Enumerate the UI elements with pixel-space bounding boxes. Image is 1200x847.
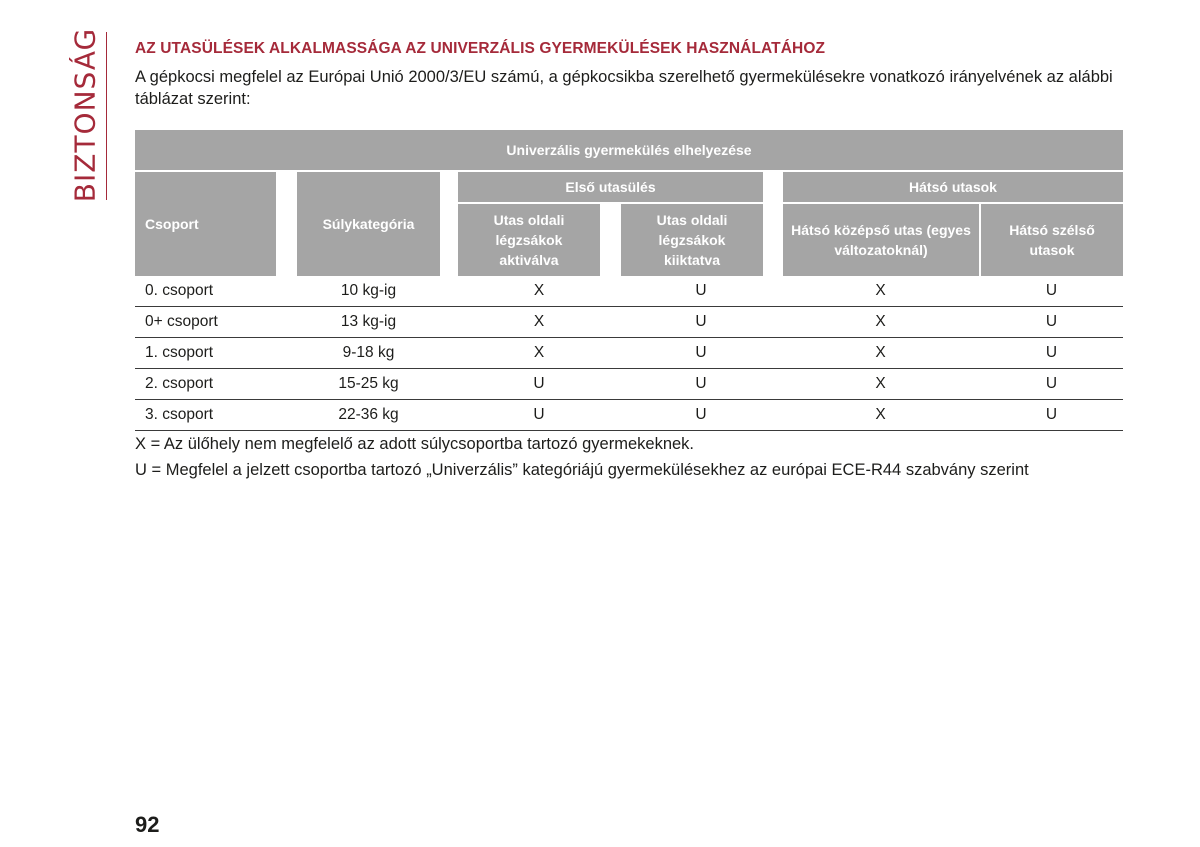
cell-front-active: U bbox=[533, 406, 545, 423]
cell-rear-outer: U bbox=[1045, 313, 1058, 330]
cell-weight: 9-18 kg bbox=[342, 344, 395, 361]
cell-weight: 15-25 kg bbox=[338, 375, 399, 392]
cell-group: 3. csoport bbox=[145, 406, 214, 423]
col-header-weight: Súlykategória bbox=[297, 172, 440, 276]
cell-front-disabled: U bbox=[695, 344, 707, 361]
cell-rear-outer: U bbox=[1045, 282, 1058, 299]
col-header-front-seat: Első utasülés bbox=[458, 172, 763, 202]
table-main-header: Univerzális gyermekülés elhelyezése bbox=[135, 130, 1123, 170]
subheader-rear-middle: Hátsó középső utas (egyes változatoknál) bbox=[783, 204, 979, 276]
col-header-group: Csoport bbox=[135, 172, 276, 276]
cell-front-disabled: U bbox=[695, 375, 707, 392]
cell-rear-outer: U bbox=[1045, 375, 1058, 392]
table-row: 1. csoport 9-18 kg X U X U bbox=[135, 338, 1123, 369]
cell-front-active: X bbox=[533, 282, 545, 299]
cell-rear-middle: X bbox=[875, 406, 886, 423]
cell-weight: 22-36 kg bbox=[338, 406, 399, 423]
cell-group: 0. csoport bbox=[145, 282, 214, 299]
cell-rear-middle: X bbox=[875, 282, 886, 299]
section-title: AZ UTASÜLÉSEK ALKALMASSÁGA AZ UNIVERZÁLI… bbox=[135, 40, 826, 57]
cell-front-active: U bbox=[533, 375, 545, 392]
intro-paragraph: A gépkocsi megfelel az Európai Unió 2000… bbox=[135, 68, 1113, 108]
cell-group: 0+ csoport bbox=[145, 313, 218, 330]
subheader-front-airbag-active: Utas oldali légzsákok aktiválva bbox=[458, 204, 600, 276]
cell-rear-outer: U bbox=[1045, 406, 1058, 423]
section-side-tab: BIZTONSÁG bbox=[60, 27, 110, 203]
cell-rear-middle: X bbox=[875, 313, 886, 330]
table-row: 3. csoport 22-36 kg U U X U bbox=[135, 400, 1123, 431]
cell-front-disabled: U bbox=[695, 282, 707, 299]
table-row: 0+ csoport 13 kg-ig X U X U bbox=[135, 307, 1123, 338]
page-number: 92 bbox=[135, 812, 160, 837]
table-legend: X = Az ülőhely nem megfelelő az adott sú… bbox=[135, 431, 1029, 483]
side-tab-rule bbox=[106, 32, 107, 200]
cell-front-disabled: U bbox=[695, 313, 707, 330]
side-tab-label: BIZTONSÁG bbox=[68, 27, 102, 203]
cell-weight: 10 kg-ig bbox=[340, 282, 397, 299]
cell-rear-outer: U bbox=[1045, 344, 1058, 361]
col-header-rear-seats: Hátsó utasok bbox=[783, 172, 1123, 202]
legend-x: X = Az ülőhely nem megfelelő az adott sú… bbox=[135, 435, 695, 453]
cell-weight: 13 kg-ig bbox=[340, 313, 397, 330]
cell-front-disabled: U bbox=[695, 406, 707, 423]
cell-group: 1. csoport bbox=[145, 344, 214, 361]
cell-front-active: X bbox=[533, 313, 545, 330]
cell-rear-middle: X bbox=[875, 375, 886, 392]
legend-u: U = Megfelel a jelzett csoportba tartozó… bbox=[135, 461, 1029, 479]
subheader-rear-outer: Hátsó szélső utasok bbox=[981, 204, 1123, 276]
table-row: 0. csoport 10 kg-ig X U X U bbox=[135, 276, 1123, 307]
cell-group: 2. csoport bbox=[145, 375, 214, 392]
subheader-front-airbag-disabled: Utas oldali légzsákok kiiktatva bbox=[621, 204, 763, 276]
cell-rear-middle: X bbox=[875, 344, 886, 361]
table-row: 2. csoport 15-25 kg U U X U bbox=[135, 369, 1123, 400]
table-body: 0. csoport 10 kg-ig X U X U 0+ csoport 1… bbox=[135, 276, 1123, 431]
cell-front-active: X bbox=[533, 344, 545, 361]
